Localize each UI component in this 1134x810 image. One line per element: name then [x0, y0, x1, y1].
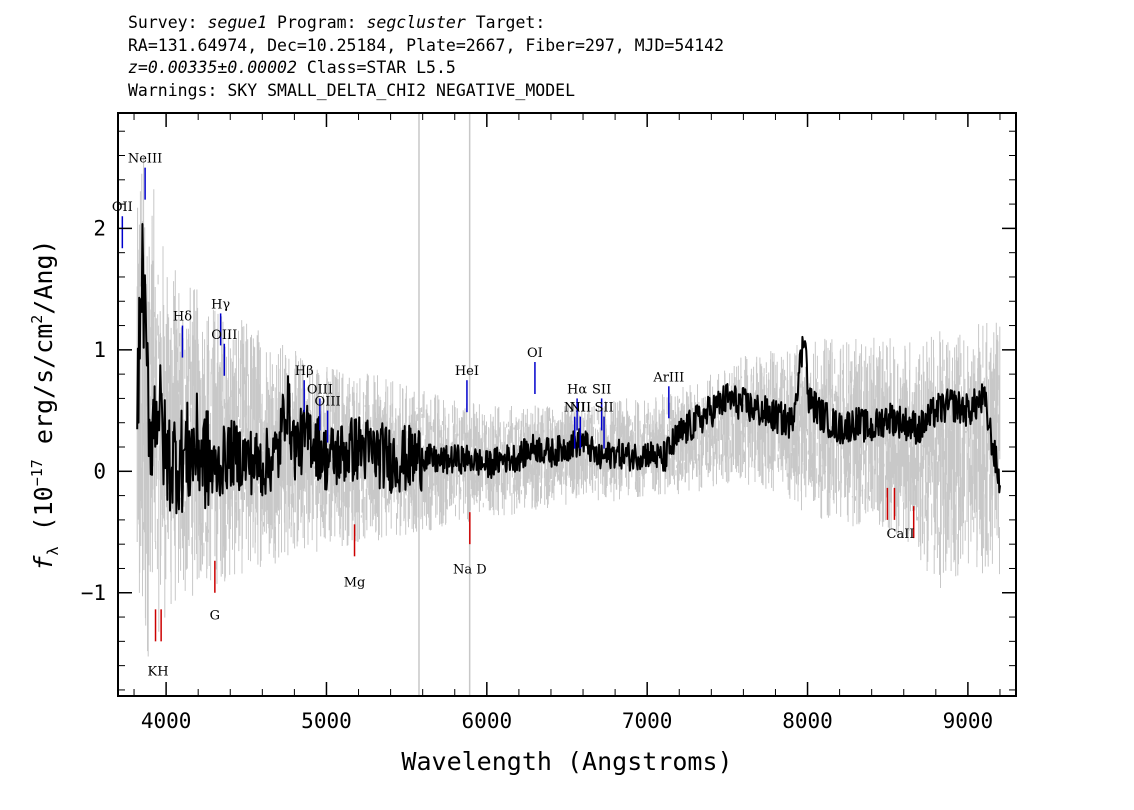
emission-label-7: OIII [315, 395, 341, 410]
absorption-label-2: Mg [344, 576, 366, 591]
program-value: segcluster [366, 13, 466, 32]
x-tick-label-2: 6000 [462, 709, 513, 733]
absorption-label-1: G [210, 608, 220, 623]
emission-label-11: Hα [567, 382, 587, 397]
emission-label-2: Hδ [173, 310, 192, 325]
header-line-1: Survey: segue1 Program: segcluster Targe… [128, 12, 724, 35]
emission-label-13: SII [592, 382, 611, 397]
y-tick-label-3: 2 [93, 216, 106, 240]
y-tick-label-2: 1 [93, 338, 106, 362]
emission-label-4: OIII [211, 328, 237, 343]
plot-frame [117, 112, 1017, 697]
x-tick-label-4: 8000 [782, 709, 833, 733]
survey-value: segue1 [207, 13, 268, 32]
emission-label-9: OI [527, 346, 543, 361]
absorption-label-3: Na D [453, 562, 487, 577]
flux-line [136, 223, 1001, 515]
emission-label-12: NII [569, 401, 591, 416]
header-line-4: Warnings: SKY SMALL_DELTA_CHI2 NEGATIVE_… [128, 80, 576, 100]
x-tick-label-0: 4000 [141, 709, 192, 733]
program-label: Program: [277, 13, 357, 32]
emission-label-6: OIII [307, 382, 333, 397]
plot-area [136, 113, 1001, 696]
x-tick-label-3: 7000 [622, 709, 673, 733]
header-line-2: RA=131.64974, Dec=10.25184, Plate=2667, … [128, 35, 725, 55]
emission-label-8: HeI [455, 364, 479, 379]
y-axis-title: fλ (10−17 erg/s/cm2/Ang) [28, 239, 62, 570]
axes: OIINeIIIHδHγOIIIHβOIIIOIIIHeIOINIIHαNIIS… [81, 113, 1016, 733]
emission-label-1: NeIII [128, 152, 162, 167]
absorption-label-4: CaII [887, 527, 915, 542]
spectrum-header: Survey: segue1 Program: segcluster Targe… [128, 12, 724, 102]
x-axis-title: Wavelength (Angstroms) [401, 747, 732, 776]
x-tick-label-5: 9000 [943, 709, 994, 733]
emission-label-14: SII [594, 401, 613, 416]
emission-label-3: Hγ [211, 297, 230, 312]
target-label: Target: [475, 13, 546, 32]
y-tick-label-1: 0 [93, 459, 106, 483]
emission-label-0: OII [112, 200, 133, 215]
emission-label-15: ArIII [652, 370, 684, 385]
absorption-label-0: KH [148, 664, 169, 679]
y-tick-label-0: −1 [81, 581, 106, 605]
header-line-3: z=0.00335±0.00002 Class=STAR L5.5 [128, 57, 724, 80]
redshift-value: z=0.00335±0.00002 [128, 58, 297, 77]
emission-label-5: Hβ [295, 364, 314, 379]
x-tick-label-1: 5000 [301, 709, 352, 733]
class-value: Class=STAR L5.5 [306, 58, 456, 77]
emission-label-10: NII [564, 401, 586, 416]
survey-label: Survey: [128, 13, 198, 32]
